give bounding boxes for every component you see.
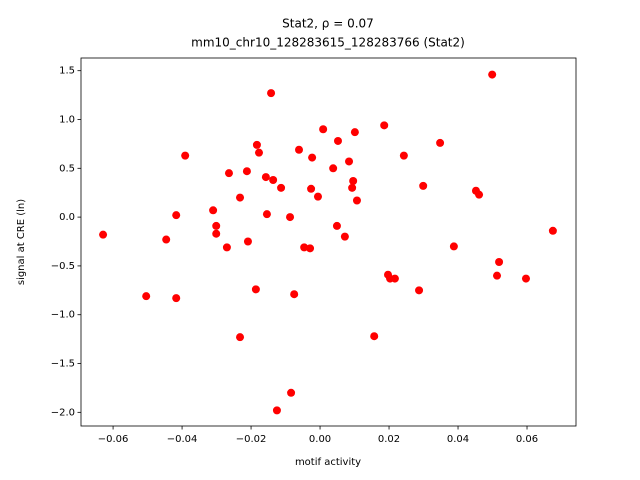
point [267,89,276,98]
x-tick-label: 0.06 [516,434,538,445]
point [415,286,424,295]
point [272,406,281,415]
point [488,70,497,79]
point [290,290,299,299]
y-tick-label: −1.5 [51,359,75,370]
point [243,237,252,246]
point [261,173,270,182]
point [350,128,359,137]
y-tick-label: −0.5 [51,261,75,272]
point [212,229,221,238]
point [345,157,354,166]
point [313,192,322,201]
point [333,136,342,145]
point [222,243,231,252]
point [295,145,304,154]
point [399,151,408,160]
point [286,213,295,222]
x-tick-label: −0.04 [167,434,198,445]
point [349,176,358,185]
point [521,274,530,283]
point [287,388,296,397]
point [390,274,399,283]
y-tick-label: 0.5 [59,163,75,174]
point [436,138,445,147]
point [548,226,557,235]
point [224,169,233,178]
x-axis-label: motif activity [295,457,361,468]
x-tick-label: −0.06 [98,434,129,445]
point [172,294,181,303]
point [277,183,286,192]
x-tick-label: 0.02 [378,434,400,445]
point [254,148,263,157]
point [370,332,379,341]
y-axis-label: signal at CRE (ln) [16,199,27,285]
point [252,140,261,149]
point [475,190,484,199]
point [236,193,245,202]
x-tick-label: −0.02 [236,434,267,445]
point [209,206,218,215]
x-tick-label: 0.04 [447,434,469,445]
y-tick-label: −1.0 [51,310,75,321]
point [251,285,260,294]
point [212,221,221,230]
point [493,271,502,280]
point [332,221,341,230]
point [419,181,428,190]
y-tick-label: 1.5 [59,66,75,77]
point [181,151,190,160]
point [340,232,349,241]
point [242,167,251,176]
point [162,235,171,244]
y-tick-label: 0.0 [59,212,75,223]
point [319,125,328,134]
point [380,121,389,130]
point [329,164,338,173]
point [449,242,458,251]
point [172,211,181,220]
point [142,292,151,301]
point [306,244,315,253]
y-tick-label: 1.0 [59,114,75,125]
point [352,196,361,205]
plot-frame [80,57,577,427]
point [348,183,357,192]
y-tick-label: −2.0 [51,407,75,418]
x-tick-label: 0.00 [309,434,331,445]
point [269,176,278,185]
point [262,210,271,219]
point [308,153,317,162]
point [307,184,316,193]
chart-title: Stat2, ρ = 0.07 [282,17,374,31]
point [236,333,245,342]
point [495,258,504,267]
point [99,230,108,239]
chart-subtitle: mm10_chr10_128283615_128283766 (Stat2) [191,36,465,50]
